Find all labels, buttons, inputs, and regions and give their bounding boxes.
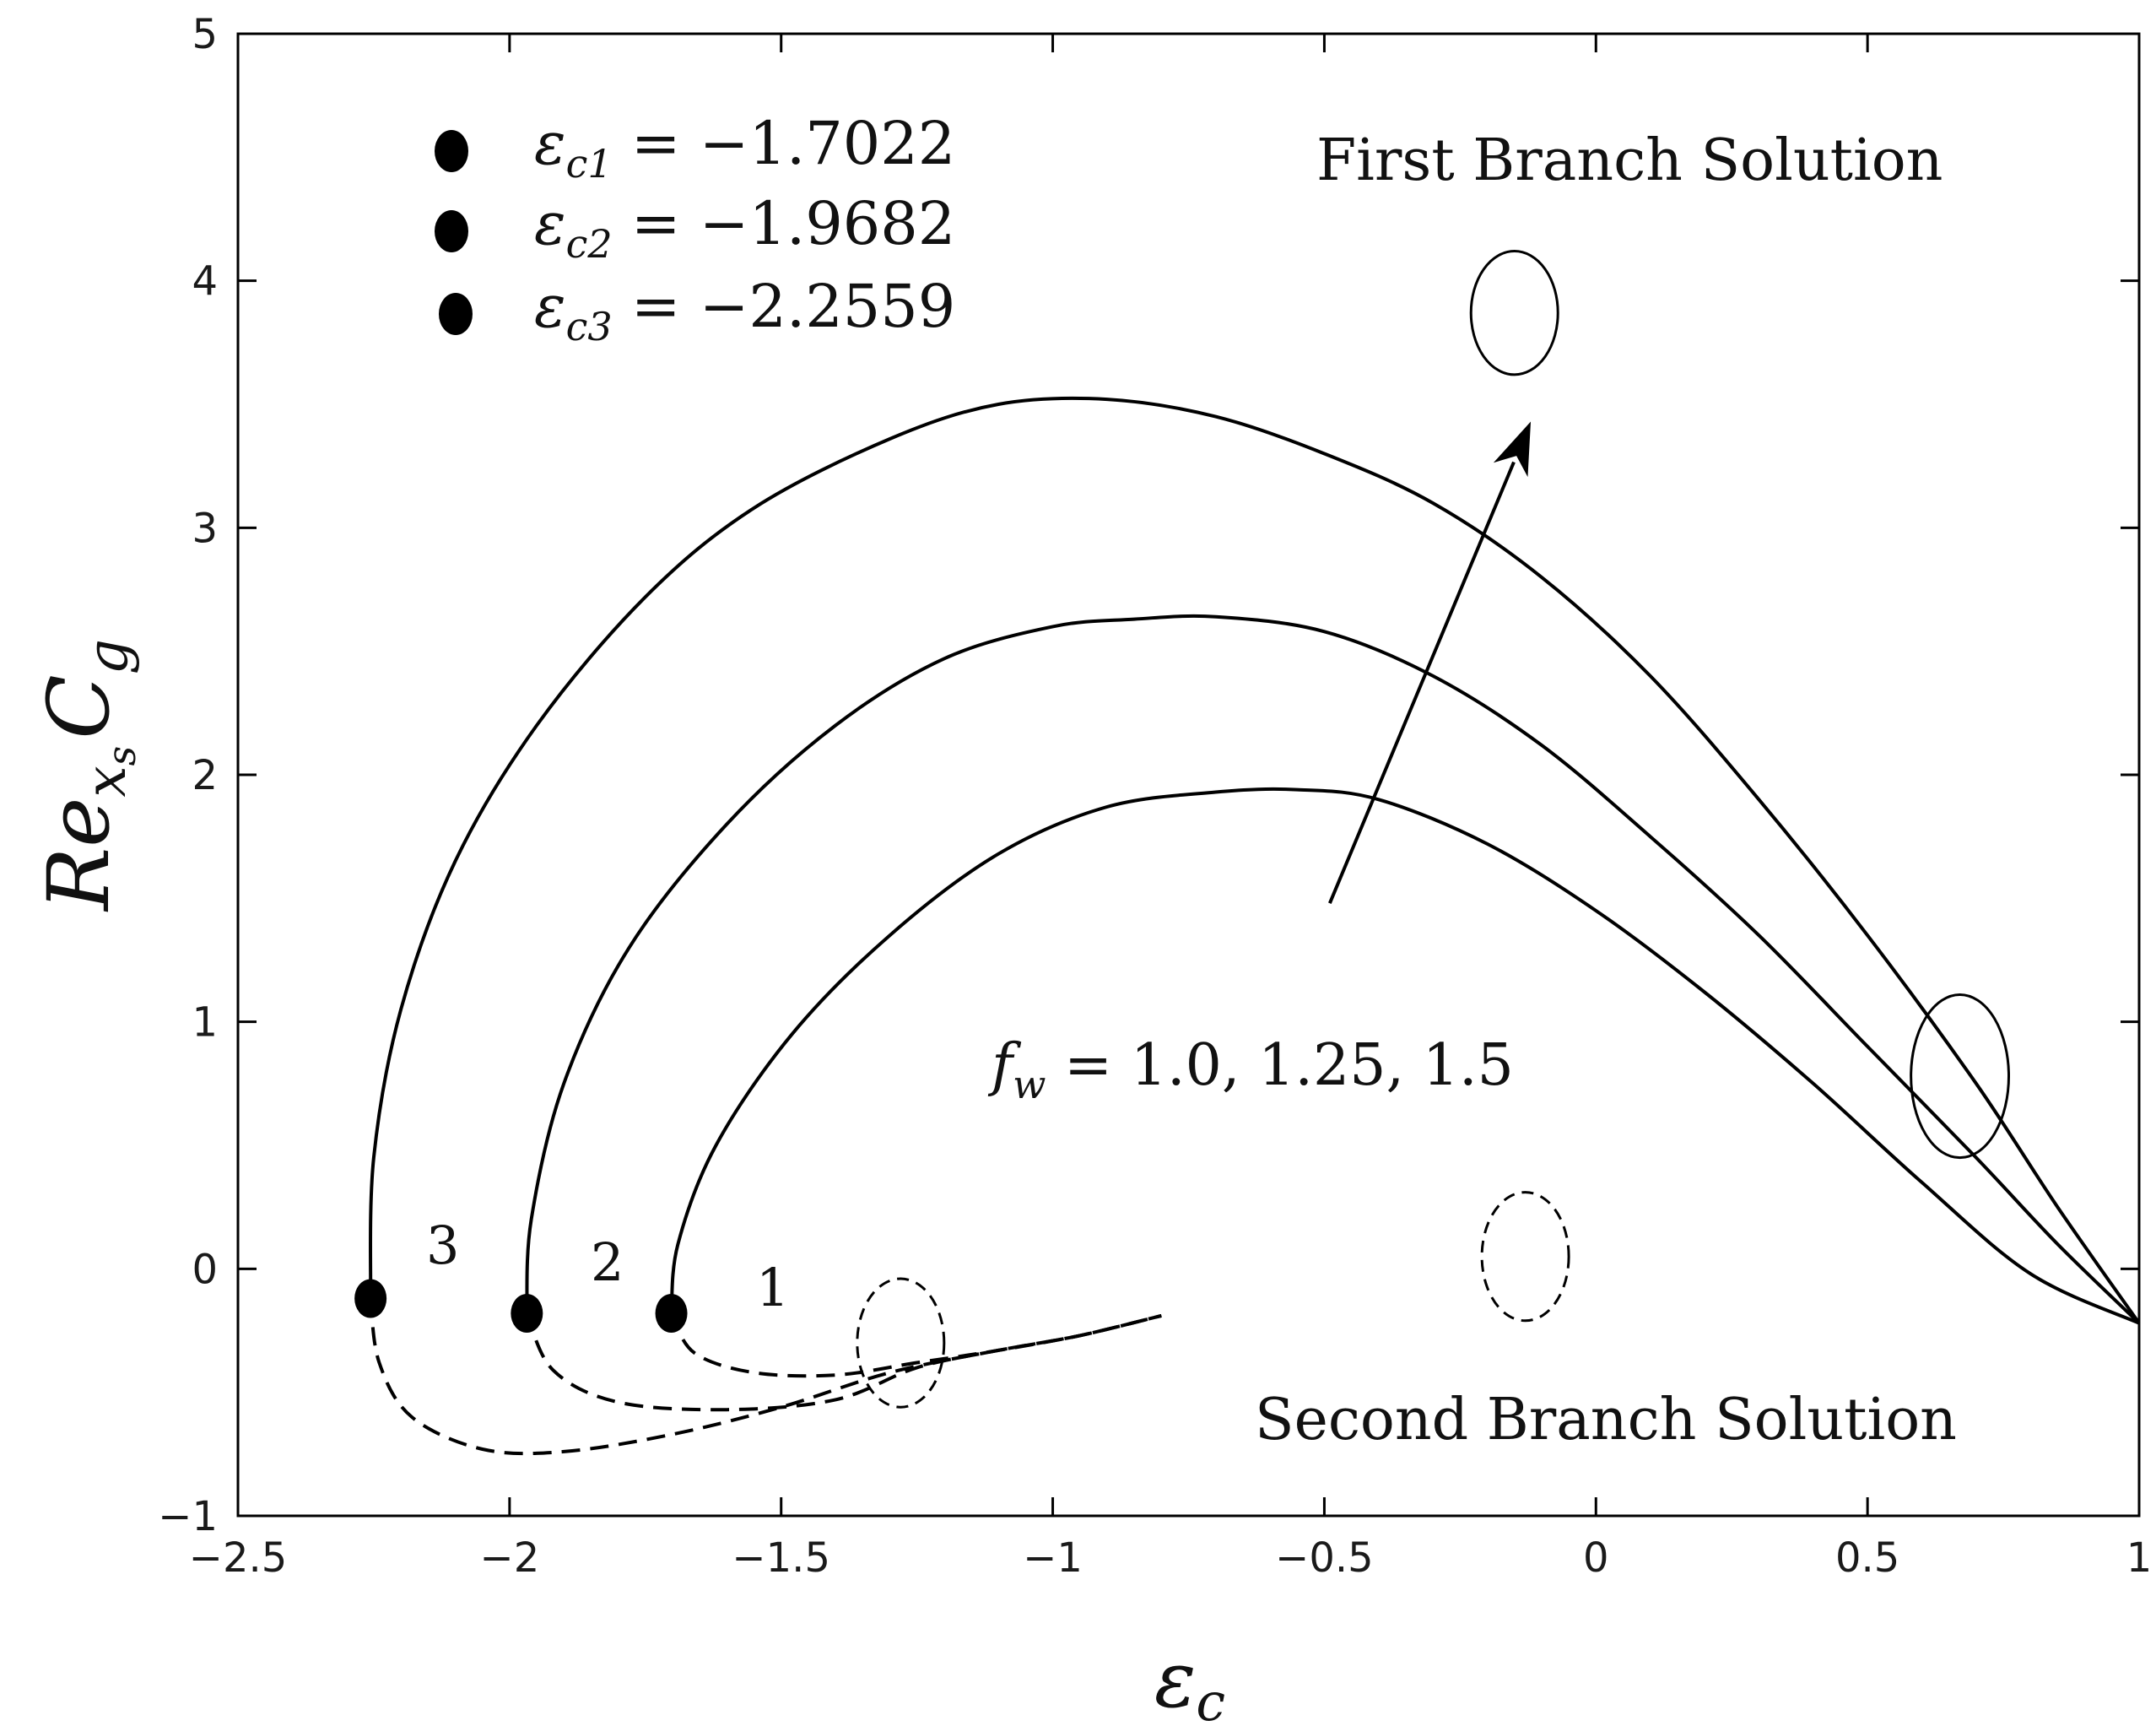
legend: εc1 = −1.7022 εc2 = −1.9682 εc3 = −2.255… (435, 109, 955, 349)
y-axis-label: RexsCg (30, 639, 144, 912)
arrow-head (1493, 421, 1532, 478)
first-branch-curve-2 (525, 614, 2141, 1325)
critical-point-2 (511, 1294, 543, 1334)
second-branch-ellipse-2 (1480, 1191, 1570, 1323)
legend-marker-3 (439, 293, 473, 335)
x-tick-labels: −2.5 −2 −1.5 −1 −0.5 0 0.5 1 (189, 1534, 2153, 1582)
curves (354, 396, 2141, 1456)
first-branch-ellipse-2 (1910, 993, 2011, 1160)
legend-entry-2: εc2 = −1.9682 (534, 189, 955, 267)
y-tick-label: 3 (192, 505, 218, 552)
x-tick-label: 1 (2126, 1534, 2153, 1582)
y-tick-labels: −1 0 1 2 3 4 5 (158, 11, 218, 1540)
second-branch-curve-2 (525, 1312, 1162, 1412)
curve-label-2: 2 (591, 1231, 624, 1293)
critical-point-3 (354, 1279, 387, 1318)
legend-marker-2 (435, 210, 468, 252)
parameter-label: fw = 1.0, 1.25, 1.5 (987, 1032, 1514, 1107)
x-tick-label: −2.5 (189, 1534, 288, 1582)
first-branch-label: First Branch Solution (1316, 127, 1943, 194)
legend-marker-1 (435, 130, 468, 172)
first-branch-curve-1 (669, 787, 2140, 1325)
critical-point-1 (655, 1294, 688, 1334)
annotation-shapes (856, 250, 2011, 1409)
first-branch-curve-3 (368, 396, 2141, 1324)
x-tick-label: −1.5 (732, 1534, 830, 1582)
legend-entry-1: εc1 = −1.7022 (534, 109, 955, 187)
curve-label-3: 3 (426, 1215, 459, 1276)
y-tick-label: 1 (192, 999, 218, 1047)
y-tick-label: 2 (192, 752, 218, 799)
x-tick-label: −0.5 (1275, 1534, 1374, 1582)
x-tick-label: 0.5 (1835, 1534, 1899, 1582)
second-branch-label: Second Branch Solution (1255, 1387, 1957, 1453)
y-tick-label: 5 (192, 11, 218, 58)
second-branch-ellipse-1 (856, 1277, 946, 1409)
arrow-shaft (1328, 461, 1516, 904)
legend-entry-3: εc3 = −2.2559 (534, 272, 955, 349)
second-branch-curve-3 (369, 1298, 1162, 1456)
axis-ticks (236, 32, 2141, 1518)
y-tick-label: 0 (192, 1246, 218, 1293)
x-axis-label: εc (1154, 1635, 1225, 1726)
first-branch-ellipse-1 (1469, 250, 1559, 376)
y-tick-label: −1 (158, 1493, 218, 1540)
x-tick-label: −1 (1023, 1534, 1083, 1582)
curve-label-1: 1 (756, 1257, 789, 1318)
y-tick-label: 4 (192, 258, 218, 306)
plot-frame (236, 32, 2141, 1518)
x-tick-label: −2 (479, 1534, 539, 1582)
x-tick-label: 0 (1583, 1534, 1609, 1582)
